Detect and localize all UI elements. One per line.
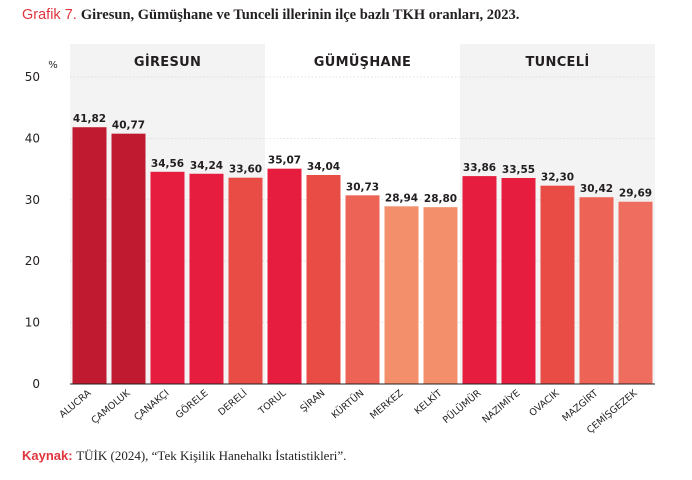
x-tick-label: NAZIMİYE <box>480 388 522 426</box>
x-tick-label: PÜLÜMÜR <box>441 388 484 426</box>
x-tick-label: GÖRELE <box>174 388 211 421</box>
x-tick-label: KELKİT <box>413 388 445 417</box>
y-tick-label: 10 <box>25 316 40 330</box>
y-axis-unit: % <box>48 60 58 71</box>
bar-5 <box>228 177 263 384</box>
bar-9 <box>384 206 419 384</box>
value-label: 33,60 <box>229 164 262 176</box>
bar-11 <box>462 176 497 384</box>
x-tick-label: KÜRTÜN <box>330 388 367 421</box>
group-label-1: GÜMÜŞHANE <box>314 54 411 70</box>
figure-number: Grafik 7. <box>22 7 77 23</box>
value-label: 33,55 <box>502 164 535 176</box>
y-tick-label: 40 <box>25 131 40 145</box>
x-tick-label: TORUL <box>256 387 289 417</box>
source-text: TÜİK (2024), “Tek Kişilik Hanehalkı İsta… <box>76 448 347 463</box>
y-tick-label: 50 <box>25 70 40 84</box>
value-label: 40,77 <box>112 120 145 132</box>
bar-10 <box>423 207 458 384</box>
bar-15 <box>618 201 653 384</box>
value-label: 33,86 <box>463 162 496 174</box>
y-tick-label: 30 <box>25 193 40 207</box>
bar-7 <box>306 174 341 384</box>
value-label: 29,69 <box>619 188 652 200</box>
x-tick-label: OVACIK <box>527 387 562 419</box>
x-tick-label: DERELİ <box>216 388 249 418</box>
value-label: 34,24 <box>190 160 223 172</box>
value-label: 28,94 <box>385 192 418 204</box>
group-label-2: TUNCELİ <box>526 54 590 70</box>
y-tick-label: 0 <box>32 377 40 391</box>
x-tick-label: ÇAMOLUK <box>89 387 133 426</box>
bar-13 <box>540 185 575 384</box>
x-tick-label: ÇANAKÇI <box>132 388 171 423</box>
source-note: Kaynak: TÜİK (2024), “Tek Kişilik Haneha… <box>22 448 346 464</box>
value-label: 32,30 <box>541 172 574 184</box>
value-label: 41,82 <box>73 113 106 125</box>
x-tick-label: ALUCRA <box>58 388 94 421</box>
x-tick-label: ŞİRAN <box>298 388 327 415</box>
bar-4 <box>189 173 224 384</box>
group-label-0: GİRESUN <box>134 54 201 70</box>
value-label: 30,73 <box>346 181 379 193</box>
value-label: 34,04 <box>307 161 340 173</box>
source-label: Kaynak: <box>22 448 73 463</box>
bar-14 <box>579 197 614 384</box>
figure-caption: Giresun, Gümüşhane ve Tunceli illerinin … <box>80 7 520 23</box>
value-label: 28,80 <box>424 193 457 205</box>
bar-6 <box>267 168 302 384</box>
value-label: 30,42 <box>580 183 613 195</box>
bar-8 <box>345 195 380 384</box>
bar-1 <box>72 127 107 385</box>
bar-12 <box>501 178 536 384</box>
bar-2 <box>111 133 146 384</box>
y-tick-label: 20 <box>25 254 40 268</box>
chart-title: Grafik 7. Giresun, Gümüşhane ve Tunceli … <box>22 7 519 24</box>
value-label: 35,07 <box>268 155 301 167</box>
x-tick-label: MERKEZ <box>368 388 406 422</box>
bar-3 <box>150 171 185 384</box>
value-label: 34,56 <box>151 158 184 170</box>
